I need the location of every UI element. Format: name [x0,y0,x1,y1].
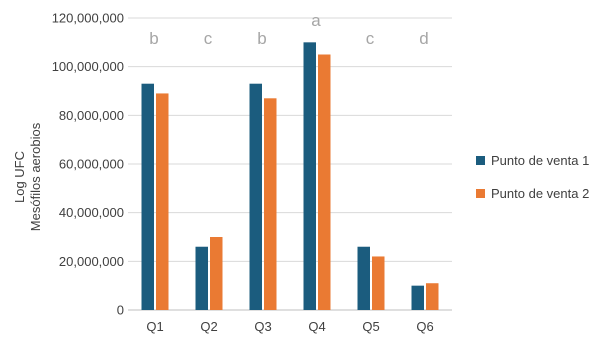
group-letter: d [419,29,428,48]
x-tick-label: Q1 [146,319,163,334]
bar-series-1-q6 [411,285,424,310]
y-tick-label: 120,000,000 [52,11,124,26]
y-tick-label: 60,000,000 [59,157,124,172]
x-tick-label: Q3 [254,319,271,334]
bar-series-1-q3 [249,83,262,310]
group-letters-layer: b c bac d [149,11,428,48]
group-letter: a [311,11,321,30]
y-axis-title-line-1: Log UFC [12,151,27,203]
x-tick-label: Q6 [416,319,433,334]
bar-series-1-q1 [141,83,154,310]
y-axis-title-line-2: Mesófilos aerobios [28,122,43,231]
bar-series-2-q5 [372,256,385,310]
group-letter: c [204,29,213,48]
bar-series-2-q2 [210,237,223,310]
bar-series-1-q2 [195,246,208,310]
y-tick-label: 0 [117,303,124,318]
bar-series-2-q4 [318,54,331,310]
x-ticks-layer: Q1 Q2 Q3 Q4 Q5 Q6 [146,319,433,334]
y-axis-title: Log UFC Mesófilos aerobios [12,122,43,231]
x-tick-label: Q5 [362,319,379,334]
bar-series-2-q1 [156,93,169,310]
legend-swatch-series-2 [476,189,485,198]
bar-series-2-q6 [426,283,439,310]
legend: Punto de venta 1 Punto de venta 2 [476,150,589,216]
group-letter: b [257,29,266,48]
grid-layer [128,17,452,311]
bar-series-1-q4 [303,42,316,310]
bar-series-1-q5 [357,246,370,310]
y-tick-label: 40,000,000 [59,205,124,220]
x-tick-label: Q4 [308,319,325,334]
y-ticks-layer: 0 20,000,000 40,000,000 60,000,000 80,000,00… [52,11,124,318]
legend-swatch-series-1 [476,156,485,165]
legend-label-series-1: Punto de venta 1 [491,153,590,168]
legend-label-series-2: Punto de venta 2 [491,186,590,201]
bar-series-2-q3 [264,98,277,310]
y-tick-label: 20,000,000 [59,254,124,269]
group-letter: b [149,29,158,48]
x-tick-label: Q2 [200,319,217,334]
group-letter: c [366,29,375,48]
y-tick-label: 100,000,000 [52,59,124,74]
legend-item-series-2: Punto de venta 2 [476,183,589,204]
legend-item-series-1: Punto de venta 1 [476,150,589,171]
bars-layer [141,42,439,310]
y-tick-label: 80,000,000 [59,108,124,123]
